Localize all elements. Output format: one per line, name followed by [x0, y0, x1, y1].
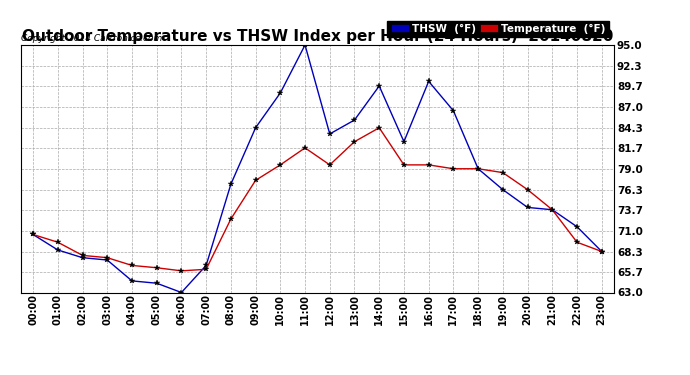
Legend: THSW  (°F), Temperature  (°F): THSW (°F), Temperature (°F): [387, 21, 609, 37]
Text: Copyright 2014 Cartronics.com: Copyright 2014 Cartronics.com: [21, 33, 162, 42]
Title: Outdoor Temperature vs THSW Index per Hour (24 Hours)  20140820: Outdoor Temperature vs THSW Index per Ho…: [21, 29, 613, 44]
